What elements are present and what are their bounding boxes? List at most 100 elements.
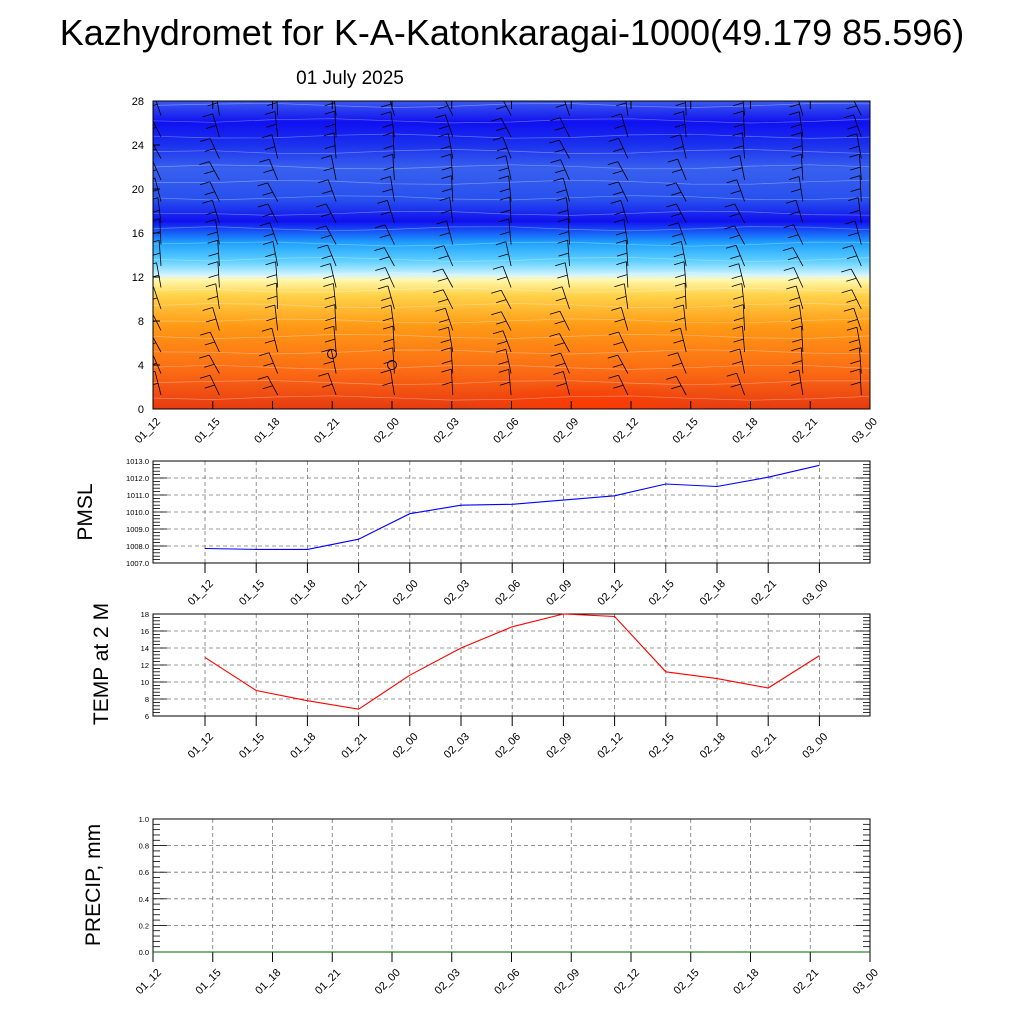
wind-barb-flag (555, 297, 566, 302)
wind-barb-flag (733, 102, 744, 107)
wind-barb-flag (671, 385, 682, 390)
wind-barb-flag (142, 160, 152, 163)
x-tick-label: 01_18 (288, 731, 318, 761)
x-tick-label: 02_18 (731, 967, 761, 997)
wind-barb-flag (380, 369, 391, 374)
wind-barb-flag (673, 253, 684, 258)
wind-barb-flag (554, 320, 565, 325)
wind-barb-flag (141, 311, 151, 314)
wind-barb-flag (205, 125, 217, 129)
wind-barb-flag (266, 274, 277, 278)
wind-barb-flag (671, 191, 682, 196)
x-tick-label: 02_21 (749, 731, 779, 761)
wind-barb-flag (266, 90, 276, 93)
wind-barb-flag (733, 304, 744, 308)
wind-barb-flag (382, 188, 393, 193)
wind-barb-flag (199, 161, 210, 165)
wind-barb-flag (732, 325, 743, 330)
wind-barb-flag (153, 148, 157, 151)
wind-barb-flag (725, 244, 737, 249)
wind-barb-flag (496, 340, 508, 345)
wind-barb-flag (204, 341, 215, 346)
x-tick-label: 02_09 (544, 731, 574, 761)
wind-barb-staff (853, 114, 862, 138)
wind-barb-flag (671, 169, 683, 173)
wind-barb-flag (491, 289, 502, 294)
wind-barb-flag (850, 360, 861, 364)
pmsl-axis-title: PMSL (74, 483, 97, 540)
heat-contour-line (153, 395, 870, 401)
wind-barb-flag (615, 231, 627, 236)
y-tick-label: 1009.0 (126, 525, 149, 534)
wind-barb-flag (556, 189, 567, 194)
wind-barb-flag (492, 265, 504, 270)
wind-barb-flag (846, 299, 857, 303)
wind-barb-staff (451, 175, 454, 202)
x-tick-label: 02_15 (672, 967, 702, 997)
wind-barb-flag (849, 347, 860, 352)
wind-barb-flag (324, 145, 336, 149)
wind-barb-flag (788, 234, 799, 239)
wind-barb-flag (846, 326, 858, 331)
x-tick-label: 02_09 (552, 967, 582, 997)
wind-barb-flag (498, 361, 509, 365)
wind-barb-flag (789, 111, 800, 116)
wind-barb-flag (496, 299, 507, 303)
y-tick-label: 12 (141, 661, 149, 670)
y-tick-label: 0.4 (139, 895, 149, 904)
wind-barb-flag (499, 188, 511, 193)
wind-barb-flag (614, 90, 624, 93)
wind-barb-flag (850, 381, 861, 386)
heat-y-tick-label: 16 (132, 228, 144, 240)
wind-barb-flag (791, 325, 802, 330)
wind-barb-flag (199, 374, 211, 379)
wind-barb-flag (610, 200, 621, 204)
wind-barb-flag (438, 255, 449, 260)
wind-barb-flag (438, 133, 449, 138)
wind-barb-flag (614, 125, 625, 129)
wind-barb-flag (673, 111, 684, 115)
wind-barb-flag (791, 166, 803, 171)
heat-y-tick-label: 24 (132, 140, 144, 152)
wind-barb-flag (324, 295, 335, 300)
wind-barb-flag (667, 158, 678, 163)
y-tick-label: 14 (141, 644, 149, 653)
wind-barb-staff (739, 348, 745, 374)
wind-barb-flag (616, 252, 628, 257)
chart-date: 01 July 2025 (296, 68, 404, 89)
wind-barb-staff (676, 203, 687, 224)
wind-barb-staff (333, 283, 337, 310)
wind-barb-flag (440, 339, 451, 343)
wind-barb-flag (666, 376, 677, 380)
x-tick-label: 01_15 (194, 967, 224, 997)
y-tick-label: 1010.0 (126, 508, 149, 517)
x-tick-label: 02_12 (595, 731, 625, 761)
wind-barb-staff (449, 197, 454, 224)
heat-x-tick-label: 02_00 (372, 416, 402, 446)
wind-barb-flag (789, 211, 800, 215)
wind-barb-flag (266, 295, 278, 300)
wind-barb-flag (433, 96, 443, 99)
wind-barb-staff (502, 137, 512, 159)
wind-barb-flag (558, 252, 569, 257)
wind-barb-flag (726, 372, 737, 377)
x-tick-label: 02_21 (791, 967, 821, 997)
x-tick-label: 02_09 (544, 578, 574, 608)
wind-barb-flag (207, 231, 218, 236)
wind-barb-flag (843, 114, 854, 119)
wind-barb-flag (850, 166, 861, 171)
wind-barb-flag (549, 139, 560, 144)
wind-barb-flag (205, 283, 216, 288)
wind-barb-flag (668, 222, 679, 227)
wind-barb-flag (846, 255, 858, 260)
wind-barb-flag (726, 179, 737, 184)
wind-barb-flag (496, 105, 507, 110)
wind-barb-flag (608, 181, 619, 186)
wind-barb-flag (323, 132, 335, 137)
wind-barb-staff (153, 286, 162, 310)
wind-barb-flag (441, 368, 452, 373)
wind-barb-flag (672, 233, 683, 237)
x-tick-label: 01_18 (288, 578, 318, 608)
wind-barb-flag (496, 320, 507, 325)
wind-barb-flag (153, 169, 157, 172)
